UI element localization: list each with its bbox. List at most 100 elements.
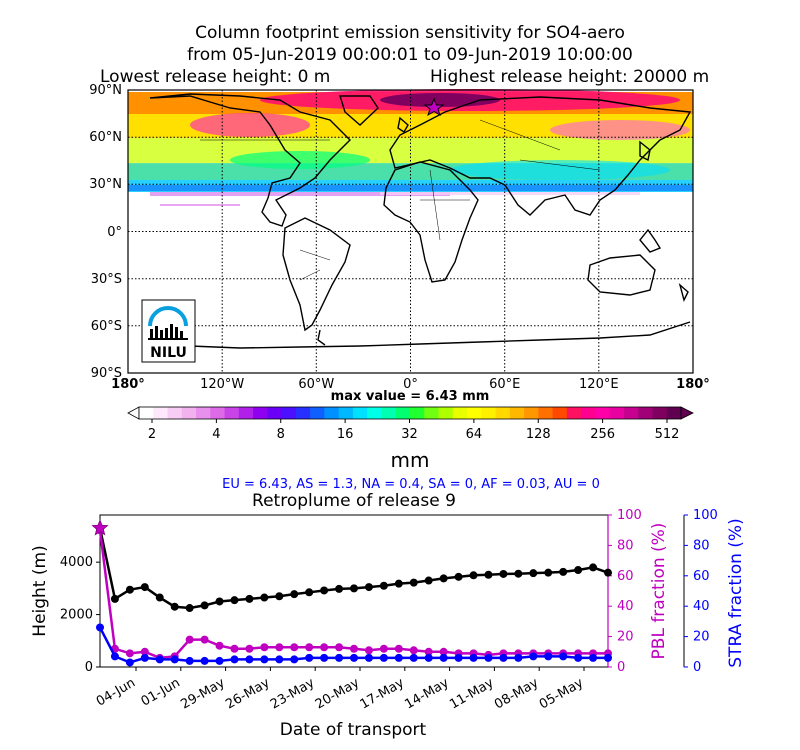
series-point	[275, 643, 284, 652]
series-point	[439, 647, 448, 656]
colorbar-tick-label: 64	[466, 427, 483, 442]
series-point	[379, 581, 388, 590]
series-point	[559, 652, 568, 661]
series-point	[469, 571, 478, 580]
colorbar-swatch	[595, 407, 611, 419]
series-point	[499, 569, 508, 578]
series-point	[290, 590, 299, 599]
series-point	[350, 644, 358, 653]
series-point	[574, 653, 583, 662]
series-line-height	[98, 527, 609, 610]
stra-ytick-label: 60	[693, 569, 710, 584]
series-point	[170, 655, 179, 664]
series-point	[454, 653, 463, 662]
lat-label-90n: 90°N	[89, 83, 122, 98]
series-point	[350, 653, 358, 662]
colorbar-tick-label: 128	[526, 427, 551, 442]
lat-label-0: 0°	[107, 225, 122, 240]
series-point	[394, 644, 403, 653]
release-site-marker	[423, 97, 445, 117]
x-tick-label: 08-May	[492, 675, 541, 712]
colorbar-swatch	[652, 407, 668, 419]
series-point	[559, 567, 568, 576]
series-point	[424, 576, 433, 585]
colorbar-ticks: 2 4 8 16 32 64 128 256 512	[148, 419, 679, 442]
colorbar-swatch	[638, 407, 653, 419]
colorbar-swatch	[210, 407, 226, 419]
colorbar-swatch	[623, 407, 639, 419]
series-point	[320, 586, 329, 595]
colorbar-swatch	[410, 407, 425, 419]
map-title-line-1: Column footprint emission sensitivity fo…	[195, 23, 625, 43]
series-point	[110, 652, 119, 661]
x-tick-label: 04-Jun	[94, 675, 138, 709]
y-axis-pbl-label: PBL fraction (%)	[649, 523, 669, 660]
colorbar-swatch	[666, 407, 682, 419]
series-point	[320, 653, 329, 662]
series-point	[409, 653, 418, 662]
colorbar-swatch	[139, 407, 154, 419]
lon-label-180w: 180°	[111, 377, 145, 392]
series-line-pbl-fraction	[98, 530, 608, 660]
series-point	[155, 593, 164, 602]
colorbar-unit: mm	[391, 448, 430, 472]
series-point	[499, 653, 508, 662]
series-point	[275, 592, 284, 601]
y-axis-stra-label: STRA fraction (%)	[726, 518, 746, 667]
map-frame	[127, 89, 694, 374]
series-point	[514, 653, 523, 662]
series-point	[275, 655, 284, 664]
series-point	[364, 653, 373, 662]
x-tick-label: 01-Jun	[139, 675, 183, 709]
series-point	[604, 653, 612, 662]
series-point	[290, 655, 299, 664]
pbl-ytick-label: 60	[617, 569, 634, 584]
colorbar-swatch	[438, 407, 454, 419]
max-value-label: max value = 6.43 mm	[331, 389, 490, 404]
lat-label-60n: 60°N	[89, 130, 122, 145]
series-point	[604, 568, 612, 577]
series-point	[335, 643, 344, 652]
colorbar-swatch	[509, 407, 525, 419]
colorbar-swatch	[310, 407, 325, 419]
colorbar-swatch	[167, 407, 183, 419]
series-point	[140, 647, 149, 656]
series-point	[424, 647, 433, 656]
colorbar-swatch	[181, 407, 197, 419]
series-point	[305, 653, 314, 662]
series-point	[260, 593, 269, 602]
release-high-label: Highest release height: 20000 m	[430, 67, 709, 87]
colorbar-swatch	[196, 407, 211, 419]
series-point	[439, 653, 448, 662]
x-tick-label: 17-May	[358, 675, 407, 712]
x-tick-label: 23-May	[268, 675, 317, 712]
world-map: 90°N 60°N 30°N 0° 30°S 60°S 90°S 180° 12…	[89, 83, 710, 392]
x-tick-label: 26-May	[223, 675, 272, 712]
region-fractions: EU = 6.43, AS = 1.3, NA = 0.4, SA = 0, A…	[222, 477, 600, 492]
series-point	[140, 583, 149, 592]
colorbar-swatch	[238, 407, 254, 419]
colorbar-tick-label: 16	[337, 427, 354, 442]
lat-label-90s: 90°S	[91, 366, 122, 381]
colorbar-swatch	[552, 407, 568, 419]
series-point	[260, 643, 269, 652]
country-borders	[200, 119, 601, 281]
lon-label-0: 0°	[403, 377, 418, 392]
stra-ytick-label: 40	[693, 599, 710, 614]
lon-label-180e: 180°	[676, 377, 710, 392]
x-tick-label: 11-May	[447, 675, 496, 712]
left-ytick-label: 2000	[60, 608, 93, 623]
colorbar-swatch	[253, 407, 268, 419]
series-point	[409, 578, 418, 587]
series-point	[574, 566, 583, 575]
series-point	[484, 570, 493, 579]
colorbar-swatch	[424, 407, 440, 419]
colorbar-swatch	[495, 407, 511, 419]
left-ytick-label: 4000	[60, 555, 93, 570]
colorbar-tick-label: 32	[401, 427, 418, 442]
stra-ytick-label: 80	[693, 538, 710, 553]
series-point	[305, 643, 314, 652]
y-axis-left-label: Height (m)	[30, 545, 50, 636]
